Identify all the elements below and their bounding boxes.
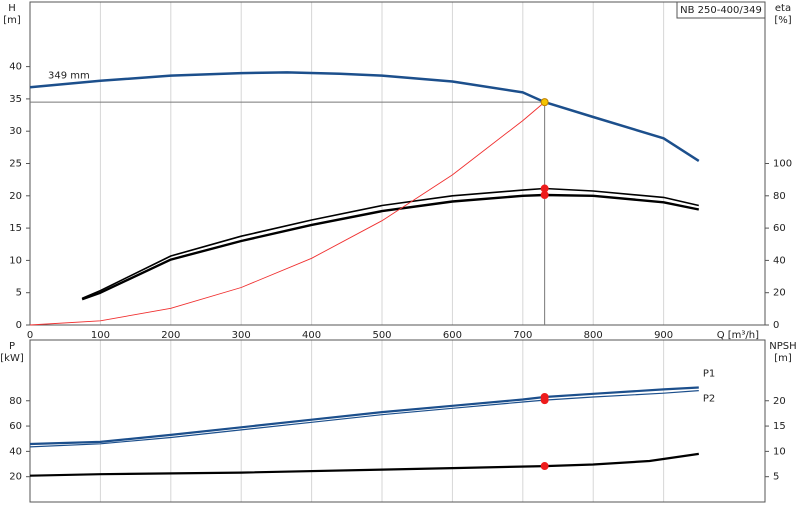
x-axis-label: Q [m³/h] xyxy=(717,330,759,341)
y-axis-label: [kW] xyxy=(0,353,24,364)
y2-tick-label: 40 xyxy=(773,255,786,266)
series-line xyxy=(29,390,699,448)
duty-point xyxy=(540,190,549,199)
y-tick-label: 15 xyxy=(9,223,22,234)
series-line xyxy=(29,452,699,477)
y2-axis-label: NPSH xyxy=(769,341,796,352)
y-axis-label: H xyxy=(8,3,16,14)
duty-point xyxy=(540,462,549,471)
curve-label: P1 xyxy=(703,368,715,379)
series-line xyxy=(81,187,699,300)
y-tick-label: 20 xyxy=(9,472,22,483)
y-tick-label: 30 xyxy=(9,126,22,137)
plot-frame xyxy=(29,1,766,326)
curve-label: 349 mm xyxy=(48,70,90,81)
y2-tick-label: 0 xyxy=(773,320,779,331)
x-tick-label: 0 xyxy=(27,330,33,341)
y-tick-label: 35 xyxy=(9,94,22,105)
series-line xyxy=(29,71,700,162)
y2-axis-label: eta xyxy=(775,3,791,14)
y-tick-label: 0 xyxy=(16,320,22,331)
model-box xyxy=(676,1,766,19)
y2-tick-label: 20 xyxy=(773,396,786,407)
x-tick-label: 200 xyxy=(161,330,180,341)
y-tick-label: 5 xyxy=(16,288,22,299)
x-tick-label: 600 xyxy=(443,330,462,341)
x-tick-label: 800 xyxy=(584,330,603,341)
x-tick-label: 400 xyxy=(302,330,321,341)
x-tick-label: 900 xyxy=(654,330,673,341)
y-tick-label: 80 xyxy=(9,396,22,407)
curve-label: P2 xyxy=(703,394,715,405)
y2-tick-label: 10 xyxy=(773,446,786,457)
y-tick-label: 10 xyxy=(9,255,22,266)
y-tick-label: 40 xyxy=(9,446,22,457)
series-line xyxy=(29,101,545,326)
y2-axis-label: [m] xyxy=(774,353,792,364)
y2-axis-label: [%] xyxy=(774,15,791,26)
x-tick-label: 500 xyxy=(372,330,391,341)
y2-tick-label: 60 xyxy=(773,223,786,234)
y-tick-label: 25 xyxy=(9,159,22,170)
y2-tick-label: 20 xyxy=(773,288,786,299)
y2-tick-label: 80 xyxy=(773,191,786,202)
duty-point xyxy=(540,184,549,193)
duty-point xyxy=(540,396,549,405)
x-tick-label: 100 xyxy=(91,330,110,341)
duty-point xyxy=(540,98,549,107)
y-axis-label: P xyxy=(9,341,15,352)
plot-frame xyxy=(29,339,766,503)
series-line xyxy=(81,193,700,301)
y-tick-label: 40 xyxy=(9,62,22,73)
y2-tick-label: 100 xyxy=(773,159,792,170)
y-tick-label: 20 xyxy=(9,191,22,202)
y2-tick-label: 5 xyxy=(773,472,779,483)
y-axis-label: [m] xyxy=(3,15,21,26)
x-tick-label: 300 xyxy=(232,330,251,341)
model-label: NB 250-400/349 xyxy=(680,5,762,16)
x-tick-label: 700 xyxy=(513,330,532,341)
y2-tick-label: 15 xyxy=(773,421,786,432)
series-line xyxy=(29,386,699,446)
y-tick-label: 60 xyxy=(9,421,22,432)
